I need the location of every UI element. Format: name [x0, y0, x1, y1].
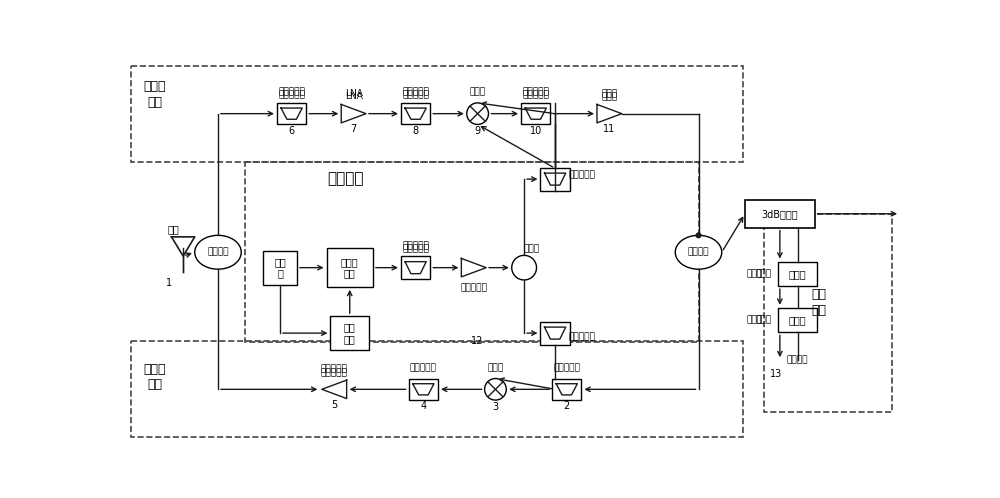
- Text: 温补
晶振: 温补 晶振: [344, 322, 356, 344]
- Text: 2: 2: [564, 401, 570, 411]
- Text: 功率放大器: 功率放大器: [321, 365, 348, 374]
- Text: 缓冲放大器: 缓冲放大器: [460, 283, 487, 292]
- FancyBboxPatch shape: [263, 250, 297, 284]
- Text: 本振模块: 本振模块: [328, 172, 364, 187]
- Text: 3: 3: [492, 402, 499, 412]
- Text: 射频开关: 射频开关: [688, 248, 709, 257]
- Text: 频率综
合器: 频率综 合器: [341, 257, 359, 278]
- FancyBboxPatch shape: [778, 261, 817, 286]
- FancyBboxPatch shape: [330, 316, 369, 350]
- Text: 上变频: 上变频: [143, 80, 166, 93]
- Ellipse shape: [675, 236, 722, 269]
- Text: 1: 1: [166, 278, 172, 288]
- Text: 8: 8: [413, 125, 419, 135]
- Text: 混频器: 混频器: [470, 88, 486, 97]
- Circle shape: [512, 255, 537, 280]
- Text: 功分器: 功分器: [524, 244, 540, 253]
- Text: 10: 10: [530, 125, 542, 135]
- Text: 12: 12: [471, 336, 484, 346]
- Text: LNA: LNA: [345, 92, 363, 101]
- Text: 带通滤波器: 带通滤波器: [278, 91, 305, 100]
- Text: 下变频: 下变频: [143, 363, 166, 376]
- Text: 带通滤波器: 带通滤波器: [402, 88, 429, 97]
- Text: 7: 7: [351, 124, 357, 134]
- Text: 带通滤波器: 带通滤波器: [402, 244, 429, 253]
- Text: 混频器: 混频器: [487, 363, 504, 373]
- Text: 控制: 控制: [811, 288, 826, 301]
- FancyBboxPatch shape: [409, 378, 438, 400]
- Text: 功率放大器: 功率放大器: [321, 368, 348, 377]
- Text: 带通滤波器: 带通滤波器: [402, 242, 429, 250]
- Text: 3dB耦合器: 3dB耦合器: [762, 209, 798, 219]
- FancyBboxPatch shape: [552, 378, 581, 400]
- FancyBboxPatch shape: [745, 200, 815, 228]
- Text: 检波器: 检波器: [747, 269, 763, 278]
- FancyBboxPatch shape: [277, 103, 306, 124]
- Text: 比较器: 比较器: [747, 316, 763, 325]
- Text: LNA: LNA: [345, 89, 363, 98]
- Text: 带通滤波器: 带通滤波器: [402, 91, 429, 100]
- Text: 控制信号: 控制信号: [787, 356, 808, 365]
- Text: 射频开关: 射频开关: [207, 248, 229, 257]
- Text: 带通滤波器: 带通滤波器: [522, 91, 549, 100]
- FancyBboxPatch shape: [521, 103, 550, 124]
- Text: 带通滤波器: 带通滤波器: [410, 363, 437, 373]
- Text: 5: 5: [331, 400, 337, 410]
- Text: 比较器: 比较器: [789, 315, 807, 325]
- Circle shape: [485, 378, 506, 400]
- Text: 13: 13: [770, 369, 782, 379]
- Text: 4: 4: [420, 401, 426, 411]
- Text: 检波器: 检波器: [789, 269, 807, 279]
- Text: 带通滤波器: 带通滤波器: [569, 171, 596, 180]
- Text: 6: 6: [289, 125, 295, 135]
- FancyBboxPatch shape: [326, 249, 373, 287]
- FancyBboxPatch shape: [540, 322, 570, 345]
- Text: 9: 9: [475, 126, 481, 136]
- Circle shape: [696, 233, 701, 238]
- Text: 天线: 天线: [168, 224, 180, 234]
- Text: 模块: 模块: [147, 378, 162, 391]
- Text: 11: 11: [603, 124, 616, 134]
- FancyBboxPatch shape: [540, 167, 570, 191]
- Text: 带通滤波器: 带通滤波器: [278, 88, 305, 97]
- Text: 放大器: 放大器: [601, 92, 617, 101]
- FancyBboxPatch shape: [401, 256, 430, 279]
- Text: 带通滤波器: 带通滤波器: [553, 363, 580, 373]
- Text: 带通滤波器: 带通滤波器: [569, 333, 596, 342]
- Text: 比较器: 比较器: [756, 316, 772, 325]
- Text: 放大器: 放大器: [601, 89, 617, 98]
- Text: 带通滤波器: 带通滤波器: [522, 88, 549, 97]
- Text: 模块: 模块: [811, 303, 826, 317]
- Text: 单片
机: 单片 机: [274, 257, 286, 278]
- Text: 模块: 模块: [147, 96, 162, 109]
- FancyBboxPatch shape: [778, 308, 817, 332]
- FancyBboxPatch shape: [401, 103, 430, 124]
- Ellipse shape: [195, 236, 241, 269]
- Circle shape: [467, 103, 488, 124]
- Text: 检波器: 检波器: [756, 269, 772, 278]
